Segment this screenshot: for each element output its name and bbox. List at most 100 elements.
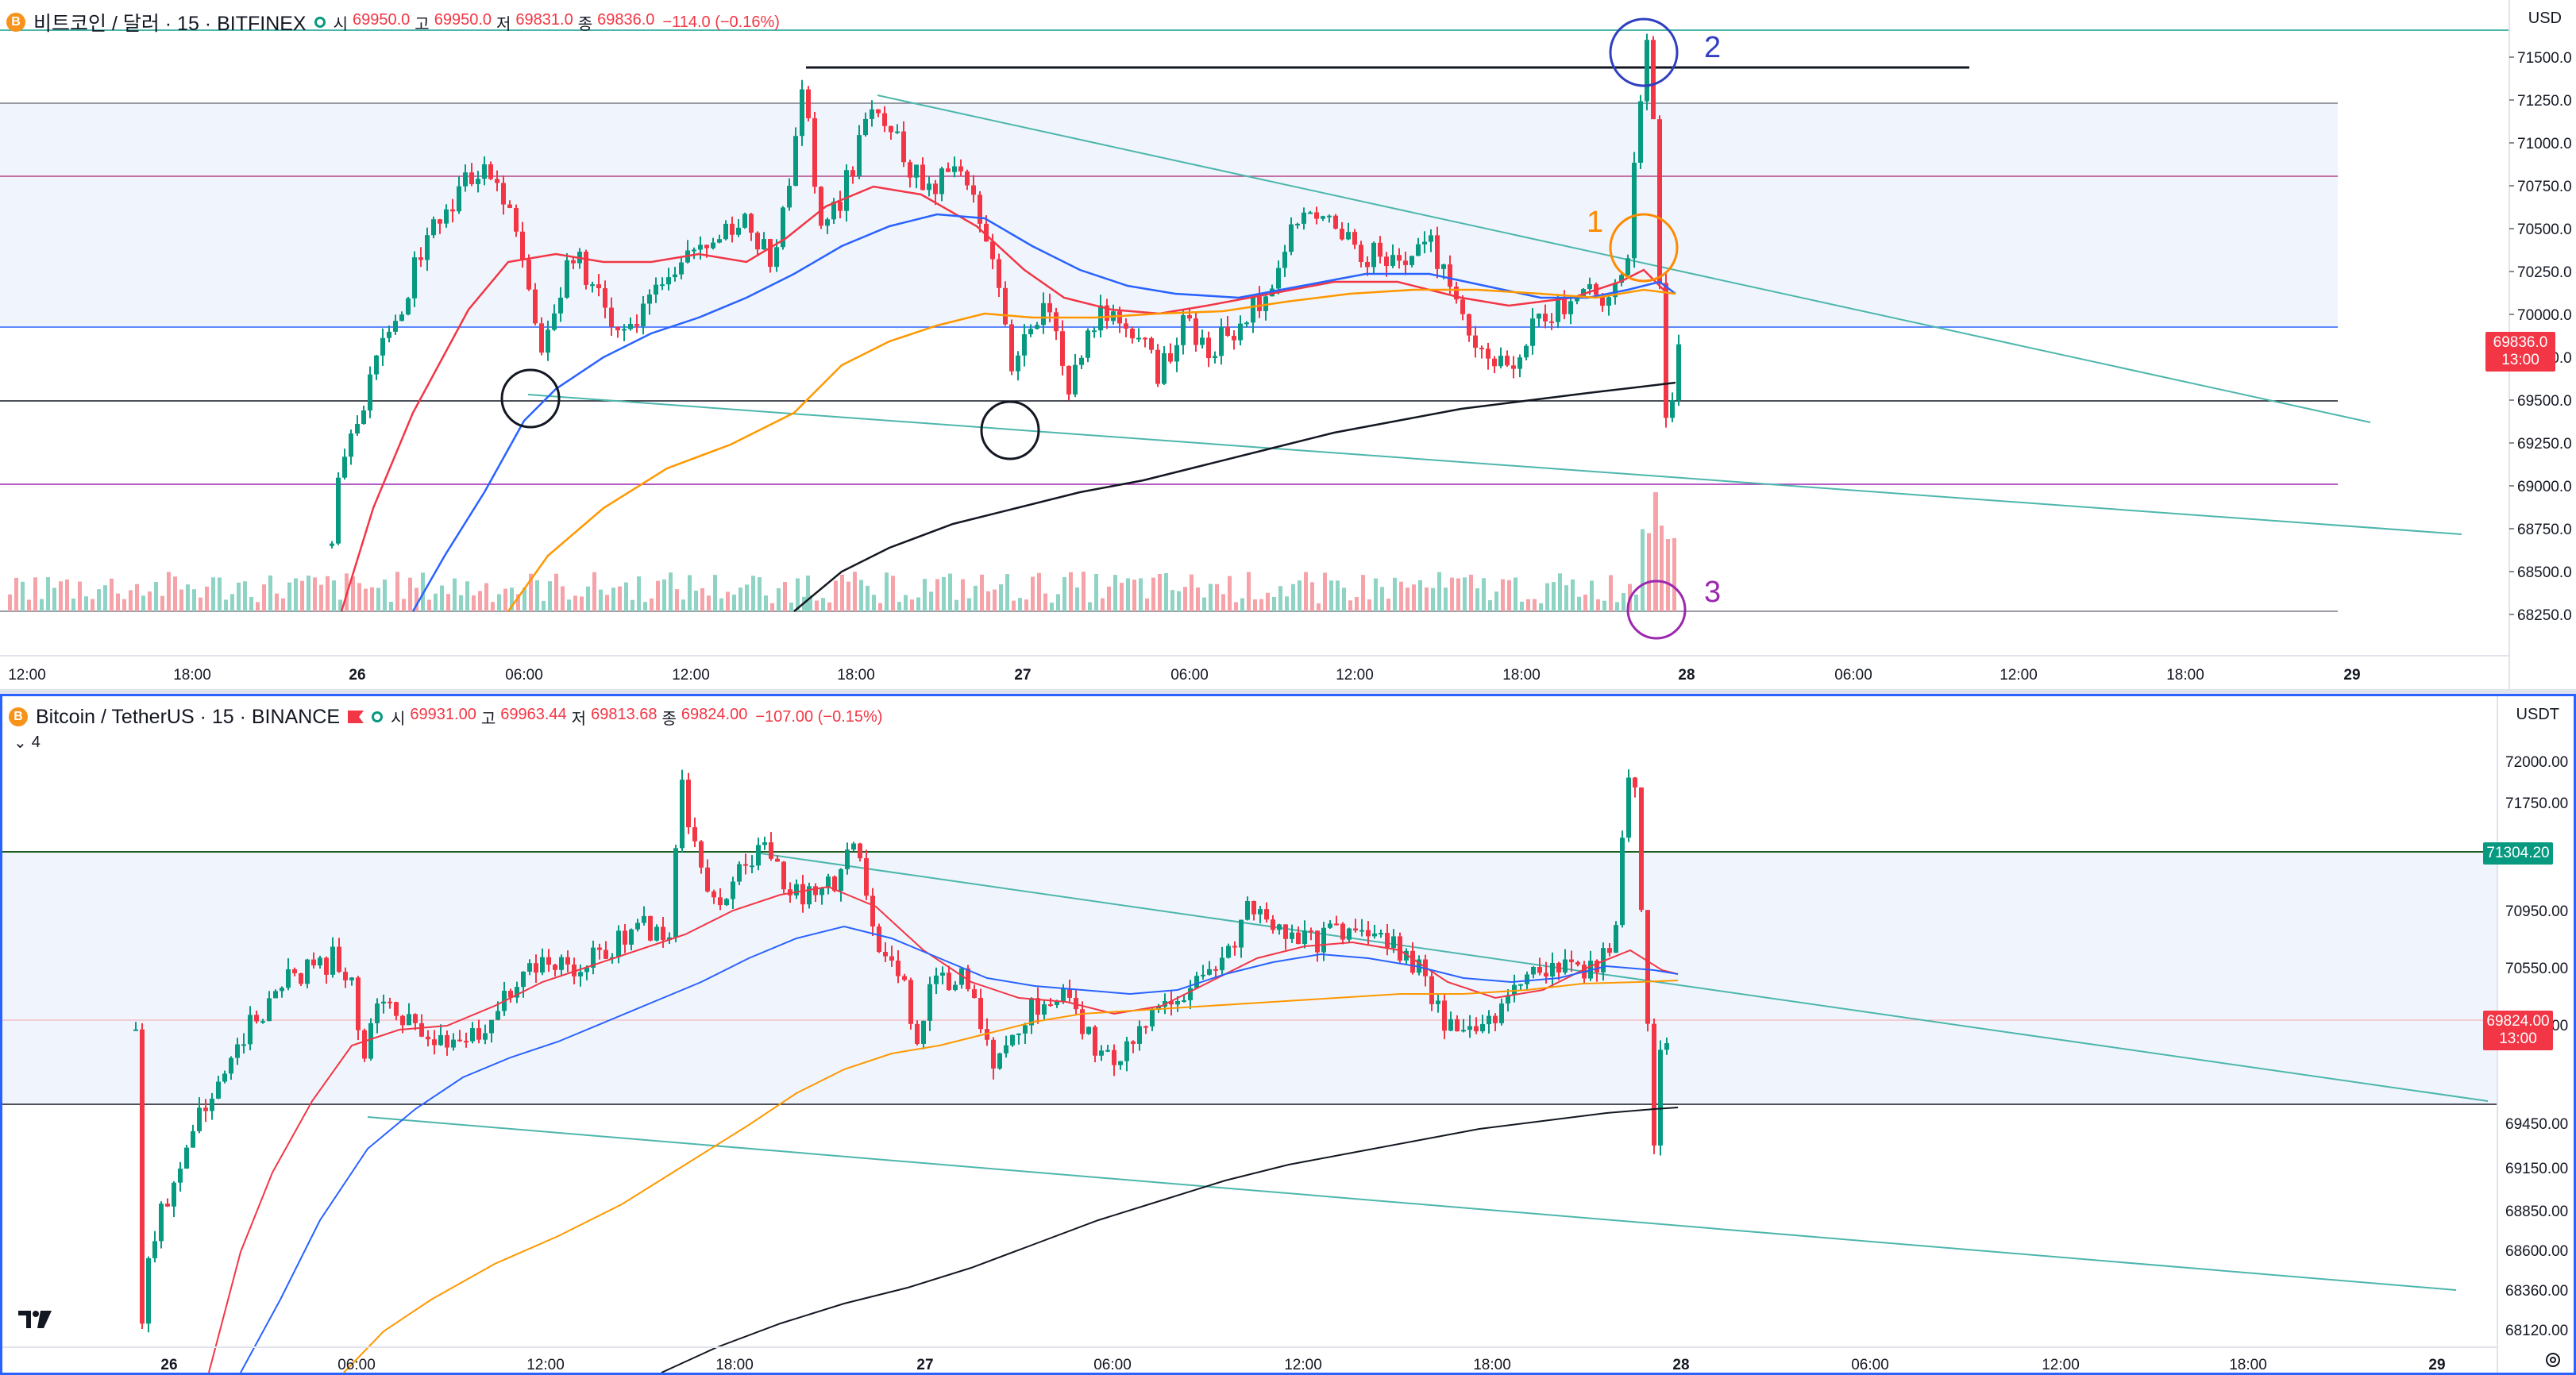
candle (908, 980, 913, 1024)
price-tick-label: 71500.0 (2517, 50, 2572, 67)
candle (742, 214, 747, 228)
volume-bar (1012, 600, 1016, 611)
volume-bar (808, 595, 812, 611)
candle (412, 257, 417, 298)
volume-bar (402, 599, 406, 611)
candle (1258, 909, 1263, 915)
candle (813, 886, 818, 895)
price-chart-bitfinex[interactable]: 1 2 3 71500.0 71250.0 71000.0 70750.0 70500.0 70… (0, 0, 2576, 689)
candle (1448, 264, 1452, 287)
volume-bar (650, 598, 654, 611)
candle (330, 946, 335, 975)
chevron-down-icon: ⌄ (13, 734, 27, 752)
volume-bar (1564, 585, 1568, 611)
range-zone (2, 852, 2497, 1104)
currency-label[interactable]: USDT (2516, 706, 2559, 723)
market-status-icon[interactable] (372, 711, 384, 722)
volume-bar (700, 587, 704, 611)
candle (1023, 1025, 1028, 1034)
volume-bar (548, 581, 552, 611)
pane-divider[interactable] (0, 689, 2576, 694)
chart-panel-bitfinex[interactable]: 1 2 3 71500.0 71250.0 71000.0 70750.0 70500.0 70… (0, 0, 2576, 689)
volume-bar (1209, 584, 1213, 611)
volume-bar (1151, 577, 1155, 611)
gear-icon[interactable] (2542, 1349, 2564, 1371)
candle (450, 209, 455, 212)
market-status-icon[interactable] (314, 17, 326, 28)
time-tick-label: 18:00 (1473, 1357, 1511, 1373)
candle (438, 219, 442, 224)
price-change: −107.00 (−0.15%) (755, 707, 883, 726)
candle (533, 289, 538, 324)
candle (1563, 959, 1568, 973)
volume-bar (834, 580, 838, 611)
candle (515, 987, 519, 998)
candle (565, 957, 570, 965)
candle (1041, 302, 1046, 325)
candle (1295, 223, 1300, 225)
candle (736, 227, 741, 235)
volume-bar (1463, 577, 1467, 611)
currency-label[interactable]: USD (2528, 10, 2562, 27)
price-chart-binance[interactable]: 72000.0071750.0070950.0070550.0070150.00… (2, 696, 2574, 1373)
volume-bar (167, 572, 171, 611)
flag-icon[interactable] (348, 711, 364, 723)
candle (699, 841, 704, 868)
candle (1474, 1026, 1479, 1032)
time-tick-label: 18:00 (173, 667, 211, 684)
candle (1092, 330, 1097, 333)
candle (1105, 305, 1109, 322)
price-tick-label: 70750.0 (2517, 179, 2572, 195)
candle (1290, 932, 1294, 939)
candle (1568, 301, 1573, 314)
candle (1328, 923, 1332, 928)
symbol-title[interactable]: Bitcoin / TetherUS · 15 · BINANCE (36, 705, 341, 728)
volume-bar (1132, 580, 1136, 611)
candle (1251, 900, 1256, 915)
candle (248, 1015, 253, 1045)
volume-bar (840, 574, 844, 611)
indicators-toggle[interactable]: ⌄ 4 (13, 734, 40, 752)
candle (660, 284, 665, 287)
candle (939, 168, 944, 195)
candle (838, 202, 843, 211)
volume-bar (294, 578, 298, 611)
annotation-label: 1 (1587, 206, 1603, 239)
volume-bar (1329, 580, 1333, 611)
candle (958, 166, 963, 171)
candle (1244, 322, 1249, 325)
volume-bar (33, 577, 37, 611)
candle (1118, 1061, 1123, 1065)
volume-bar (681, 599, 685, 611)
volume-bar (878, 603, 882, 611)
candle (1340, 229, 1344, 240)
candle (501, 183, 506, 205)
volume-bar (745, 584, 749, 611)
volume-bar (1456, 578, 1460, 611)
volume-bar (97, 589, 101, 611)
volume-bar (376, 587, 380, 611)
candle (946, 168, 951, 172)
candle (1206, 337, 1211, 359)
volume-bar (1615, 602, 1619, 611)
volume-bar (1425, 587, 1429, 611)
last-price-tag: 69824.00 13:00 (2483, 1011, 2553, 1050)
candle (1525, 974, 1529, 984)
symbol-title[interactable]: 비트코인 / 달러 · 15 · BITFINEX (33, 13, 307, 35)
candle (832, 876, 837, 892)
price-tick-label: 72000.00 (2505, 754, 2568, 771)
candle (634, 324, 639, 326)
candle (947, 973, 951, 991)
volume-bar (1304, 572, 1308, 611)
volume-bar (1266, 592, 1270, 611)
volume-bar (580, 596, 584, 611)
volume-bar (631, 599, 634, 611)
volume-bar (129, 590, 133, 611)
volume-bar (929, 591, 933, 611)
tradingview-logo-icon[interactable] (17, 1308, 53, 1331)
candle (1595, 961, 1599, 973)
candle (597, 947, 602, 950)
chart-panel-binance[interactable]: 72000.0071750.0070950.0070550.0070150.00… (0, 694, 2576, 1375)
candle (1047, 302, 1052, 313)
candle (1384, 256, 1389, 267)
